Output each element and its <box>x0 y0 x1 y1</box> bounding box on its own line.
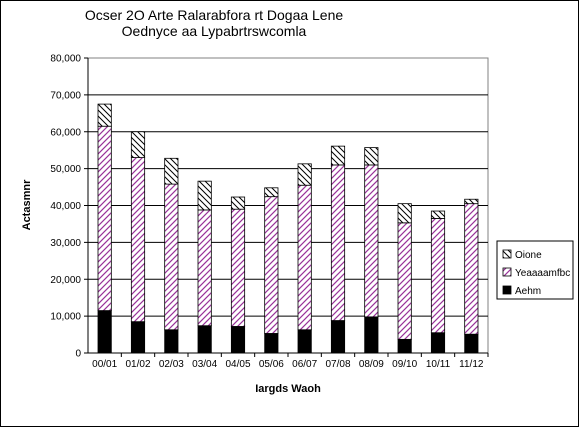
legend-label-oione: Oione <box>515 250 542 261</box>
bar-aehm-11-12 <box>464 333 479 354</box>
bar-aehm-09-10 <box>397 338 412 354</box>
bar-oione-00-01 <box>97 103 112 127</box>
x-tick-label: 06/07 <box>292 359 317 370</box>
bar-yeaaaamfbc-10-11 <box>430 218 446 334</box>
bars <box>97 103 479 354</box>
chart-title-line-2: Oednyce aa Lypabrtrswcomla <box>122 23 307 39</box>
bar-aehm-06-07 <box>297 329 312 354</box>
legend-swatch-oione <box>502 249 512 259</box>
bar-aehm-07-08 <box>330 320 346 354</box>
x-axis-title: Iargds Waoh <box>255 383 321 395</box>
bar-oione-04-05 <box>230 196 246 210</box>
bar-yeaaaamfbc-04-05 <box>230 208 246 327</box>
y-tick-label: 30,000 <box>50 238 81 249</box>
bar-oione-10-11 <box>430 210 446 219</box>
bar-oione-09-10 <box>397 203 412 224</box>
bar-aehm-04-05 <box>230 326 246 354</box>
gridlines <box>88 94 488 317</box>
bar-aehm-02-03 <box>164 329 179 354</box>
bar-oione-08-09 <box>364 147 379 166</box>
x-tick-label: 02/03 <box>159 359 184 370</box>
legend-label-yeaaaamfbc: Yeaaaamfbc <box>515 268 570 279</box>
y-tick-label: 40,000 <box>50 201 81 212</box>
y-tick-label: 80,000 <box>50 54 81 65</box>
bar-oione-02-03 <box>164 157 179 185</box>
bar-yeaaaamfbc-06-07 <box>297 184 312 331</box>
y-tick-label: 70,000 <box>50 90 81 101</box>
bar-oione-01-02 <box>130 131 146 158</box>
bar-oione-05-06 <box>264 187 279 198</box>
bar-aehm-10-11 <box>430 332 446 354</box>
bar-yeaaaamfbc-01-02 <box>130 157 146 323</box>
bar-aehm-05-06 <box>264 333 279 354</box>
y-tick-label: 0 <box>75 349 81 360</box>
bar-yeaaaamfbc-11-12 <box>464 203 479 335</box>
bar-aehm-03-04 <box>197 325 212 354</box>
bar-oione-11-12 <box>464 198 479 205</box>
x-tick-label: 08/09 <box>359 359 384 370</box>
x-tick-label: 11/12 <box>459 359 484 370</box>
y-tick-label: 10,000 <box>50 312 81 323</box>
y-tick-label: 20,000 <box>50 275 81 286</box>
bar-yeaaaamfbc-03-04 <box>197 209 212 327</box>
bar-yeaaaamfbc-00-01 <box>97 125 112 311</box>
bar-oione-07-08 <box>330 145 346 166</box>
x-tick-label: 05/06 <box>259 359 284 370</box>
x-tick-label: 09/10 <box>392 359 417 370</box>
bar-aehm-00-01 <box>97 310 112 354</box>
y-tick-label: 50,000 <box>50 164 81 175</box>
x-tick-label: 00/01 <box>92 359 117 370</box>
chart-title-line-1: Ocser 2O Arte Ralarabfora rt Dogaa Lene <box>85 7 344 23</box>
x-tick-label: 01/02 <box>125 359 150 370</box>
x-tick-label: 03/04 <box>192 359 217 370</box>
legend: Oione Yeaaaamfbc Aehm <box>496 240 574 300</box>
x-axis: 00/01 01/02 02/03 03/04 04/05 05/06 06/07 07/08… <box>88 352 489 370</box>
x-tick-label: 04/05 <box>225 359 250 370</box>
bar-oione-03-04 <box>197 180 212 211</box>
legend-label-aehm: Aehm <box>515 286 541 297</box>
x-tick-label: 07/08 <box>325 359 350 370</box>
bar-yeaaaamfbc-08-09 <box>364 164 379 318</box>
bar-oione-06-07 <box>297 163 312 186</box>
legend-swatch-aehm <box>502 285 512 295</box>
y-axis: 0 10,000 20,000 30,000 40,000 50,000 60,000 70,… <box>50 54 89 360</box>
bar-yeaaaamfbc-09-10 <box>397 222 412 340</box>
y-axis-title: Actasmnr <box>21 179 33 230</box>
x-tick-label: 10/11 <box>426 359 451 370</box>
bar-yeaaaamfbc-07-08 <box>330 164 346 321</box>
bar-aehm-08-09 <box>364 316 379 354</box>
bar-yeaaaamfbc-05-06 <box>264 196 279 334</box>
bar-aehm-01-02 <box>130 321 146 354</box>
legend-swatch-yeaaaamfbc <box>502 267 512 277</box>
y-tick-label: 60,000 <box>50 127 81 138</box>
bar-yeaaaamfbc-02-03 <box>164 183 179 331</box>
